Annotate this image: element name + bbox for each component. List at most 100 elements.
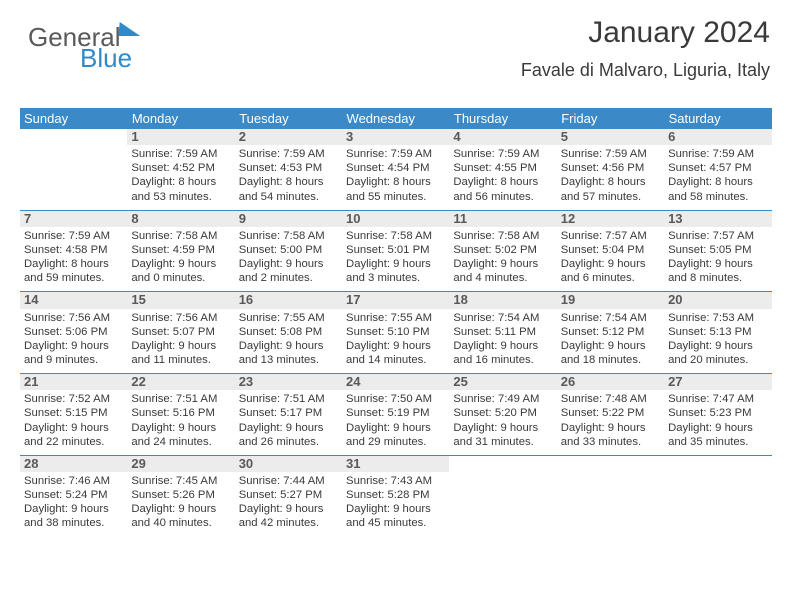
day-d2: and 0 minutes. xyxy=(131,271,230,285)
day-d1: Daylight: 9 hours xyxy=(668,257,767,271)
day-ss: Sunset: 5:20 PM xyxy=(453,406,552,420)
day-d1: Daylight: 8 hours xyxy=(24,257,123,271)
day-ss: Sunset: 5:00 PM xyxy=(239,243,338,257)
day-sr: Sunrise: 7:59 AM xyxy=(239,147,338,161)
day-d2: and 8 minutes. xyxy=(668,271,767,285)
day-ss: Sunset: 5:28 PM xyxy=(346,488,445,502)
day-ss: Sunset: 4:52 PM xyxy=(131,161,230,175)
day-number: 19 xyxy=(557,292,664,308)
day-info: Sunrise: 7:51 AMSunset: 5:16 PMDaylight:… xyxy=(131,392,230,448)
day-info: Sunrise: 7:59 AMSunset: 4:52 PMDaylight:… xyxy=(131,147,230,203)
day-d2: and 58 minutes. xyxy=(668,190,767,204)
day-info: Sunrise: 7:56 AMSunset: 5:07 PMDaylight:… xyxy=(131,311,230,367)
day-number: 18 xyxy=(449,292,556,308)
day-info: Sunrise: 7:55 AMSunset: 5:10 PMDaylight:… xyxy=(346,311,445,367)
day-sr: Sunrise: 7:59 AM xyxy=(24,229,123,243)
day-info: Sunrise: 7:59 AMSunset: 4:54 PMDaylight:… xyxy=(346,147,445,203)
day-ss: Sunset: 4:54 PM xyxy=(346,161,445,175)
day-cell: 18Sunrise: 7:54 AMSunset: 5:11 PMDayligh… xyxy=(449,292,556,374)
day-d1: Daylight: 9 hours xyxy=(239,257,338,271)
day-cell: 22Sunrise: 7:51 AMSunset: 5:16 PMDayligh… xyxy=(127,374,234,456)
day-d1: Daylight: 9 hours xyxy=(453,421,552,435)
day-d2: and 6 minutes. xyxy=(561,271,660,285)
day-sr: Sunrise: 7:51 AM xyxy=(131,392,230,406)
day-sr: Sunrise: 7:58 AM xyxy=(239,229,338,243)
day-ss: Sunset: 4:58 PM xyxy=(24,243,123,257)
day-sr: Sunrise: 7:58 AM xyxy=(346,229,445,243)
day-d1: Daylight: 9 hours xyxy=(24,421,123,435)
day-d2: and 42 minutes. xyxy=(239,516,338,530)
day-number: 7 xyxy=(20,211,127,227)
col-sunday: Sunday xyxy=(20,108,127,129)
day-d2: and 53 minutes. xyxy=(131,190,230,204)
day-number: 4 xyxy=(449,129,556,145)
day-info: Sunrise: 7:47 AMSunset: 5:23 PMDaylight:… xyxy=(668,392,767,448)
day-cell: 26 Sunrise: 7:48 AMSunset: 5:22 PMDayligh… xyxy=(557,374,664,456)
day-ss: Sunset: 5:23 PM xyxy=(668,406,767,420)
day-ss: Sunset: 5:07 PM xyxy=(131,325,230,339)
day-sr: Sunrise: 7:57 AM xyxy=(561,229,660,243)
day-d1: Daylight: 9 hours xyxy=(346,421,445,435)
day-d2: and 54 minutes. xyxy=(239,190,338,204)
day-d1: Daylight: 9 hours xyxy=(131,502,230,516)
day-d2: and 4 minutes. xyxy=(453,271,552,285)
day-number: 26 xyxy=(557,374,664,390)
calendar-body: 1Sunrise: 7:59 AMSunset: 4:52 PMDaylight… xyxy=(20,129,772,536)
day-d2: and 35 minutes. xyxy=(668,435,767,449)
day-sr: Sunrise: 7:50 AM xyxy=(346,392,445,406)
day-info: Sunrise: 7:48 AMSunset: 5:22 PMDaylight:… xyxy=(561,392,660,448)
day-number: 23 xyxy=(235,374,342,390)
header-right: January 2024 Favale di Malvaro, Liguria,… xyxy=(521,16,770,81)
day-cell: 28Sunrise: 7:46 AMSunset: 5:24 PMDayligh… xyxy=(20,455,127,536)
day-ss: Sunset: 4:55 PM xyxy=(453,161,552,175)
day-cell: 21Sunrise: 7:52 AMSunset: 5:15 PMDayligh… xyxy=(20,374,127,456)
day-number: 25 xyxy=(449,374,556,390)
day-info: Sunrise: 7:55 AMSunset: 5:08 PMDaylight:… xyxy=(239,311,338,367)
day-info: Sunrise: 7:53 AMSunset: 5:13 PMDaylight:… xyxy=(668,311,767,367)
day-number: 30 xyxy=(235,456,342,472)
day-cell: 13Sunrise: 7:57 AMSunset: 5:05 PMDayligh… xyxy=(664,210,771,292)
day-cell: 9Sunrise: 7:58 AMSunset: 5:00 PMDaylight… xyxy=(235,210,342,292)
week-row: 1Sunrise: 7:59 AMSunset: 4:52 PMDaylight… xyxy=(20,129,772,210)
day-cell: 30 Sunrise: 7:44 AMSunset: 5:27 PMDayligh… xyxy=(235,455,342,536)
day-number: 15 xyxy=(127,292,234,308)
col-saturday: Saturday xyxy=(664,108,771,129)
day-sr: Sunrise: 7:56 AM xyxy=(24,311,123,325)
day-d2: and 38 minutes. xyxy=(24,516,123,530)
day-d2: and 59 minutes. xyxy=(24,271,123,285)
day-cell: 11 Sunrise: 7:58 AMSunset: 5:02 PMDayligh… xyxy=(449,210,556,292)
day-number: 13 xyxy=(664,211,771,227)
day-number: 3 xyxy=(342,129,449,145)
day-cell: 14Sunrise: 7:56 AMSunset: 5:06 PMDayligh… xyxy=(20,292,127,374)
day-d1: Daylight: 9 hours xyxy=(24,502,123,516)
page-title: January 2024 xyxy=(521,16,770,50)
calendar-table: SundayMondayTuesdayWednesdayThursdayFrid… xyxy=(20,108,772,536)
day-sr: Sunrise: 7:46 AM xyxy=(24,474,123,488)
day-info: Sunrise: 7:58 AMSunset: 5:02 PMDaylight:… xyxy=(453,229,552,285)
day-sr: Sunrise: 7:57 AM xyxy=(668,229,767,243)
day-cell: 27Sunrise: 7:47 AMSunset: 5:23 PMDayligh… xyxy=(664,374,771,456)
day-info: Sunrise: 7:46 AMSunset: 5:24 PMDaylight:… xyxy=(24,474,123,530)
day-number: 11 xyxy=(449,211,556,227)
logo: General Blue xyxy=(28,22,141,84)
day-info: Sunrise: 7:49 AMSunset: 5:20 PMDaylight:… xyxy=(453,392,552,448)
day-sr: Sunrise: 7:53 AM xyxy=(668,311,767,325)
col-thursday: Thursday xyxy=(449,108,556,129)
day-cell xyxy=(449,455,556,536)
day-d1: Daylight: 9 hours xyxy=(561,339,660,353)
day-cell: 10Sunrise: 7:58 AMSunset: 5:01 PMDayligh… xyxy=(342,210,449,292)
day-info: Sunrise: 7:59 AMSunset: 4:56 PMDaylight:… xyxy=(561,147,660,203)
day-info: Sunrise: 7:44 AMSunset: 5:27 PMDaylight:… xyxy=(239,474,338,530)
day-ss: Sunset: 5:24 PM xyxy=(24,488,123,502)
day-number: 2 xyxy=(235,129,342,145)
day-d2: and 45 minutes. xyxy=(346,516,445,530)
day-d1: Daylight: 9 hours xyxy=(668,339,767,353)
day-info: Sunrise: 7:58 AMSunset: 4:59 PMDaylight:… xyxy=(131,229,230,285)
day-d1: Daylight: 9 hours xyxy=(453,339,552,353)
day-info: Sunrise: 7:52 AMSunset: 5:15 PMDaylight:… xyxy=(24,392,123,448)
day-sr: Sunrise: 7:55 AM xyxy=(239,311,338,325)
day-d1: Daylight: 9 hours xyxy=(561,257,660,271)
day-sr: Sunrise: 7:44 AM xyxy=(239,474,338,488)
day-d1: Daylight: 9 hours xyxy=(24,339,123,353)
day-info: Sunrise: 7:59 AMSunset: 4:57 PMDaylight:… xyxy=(668,147,767,203)
